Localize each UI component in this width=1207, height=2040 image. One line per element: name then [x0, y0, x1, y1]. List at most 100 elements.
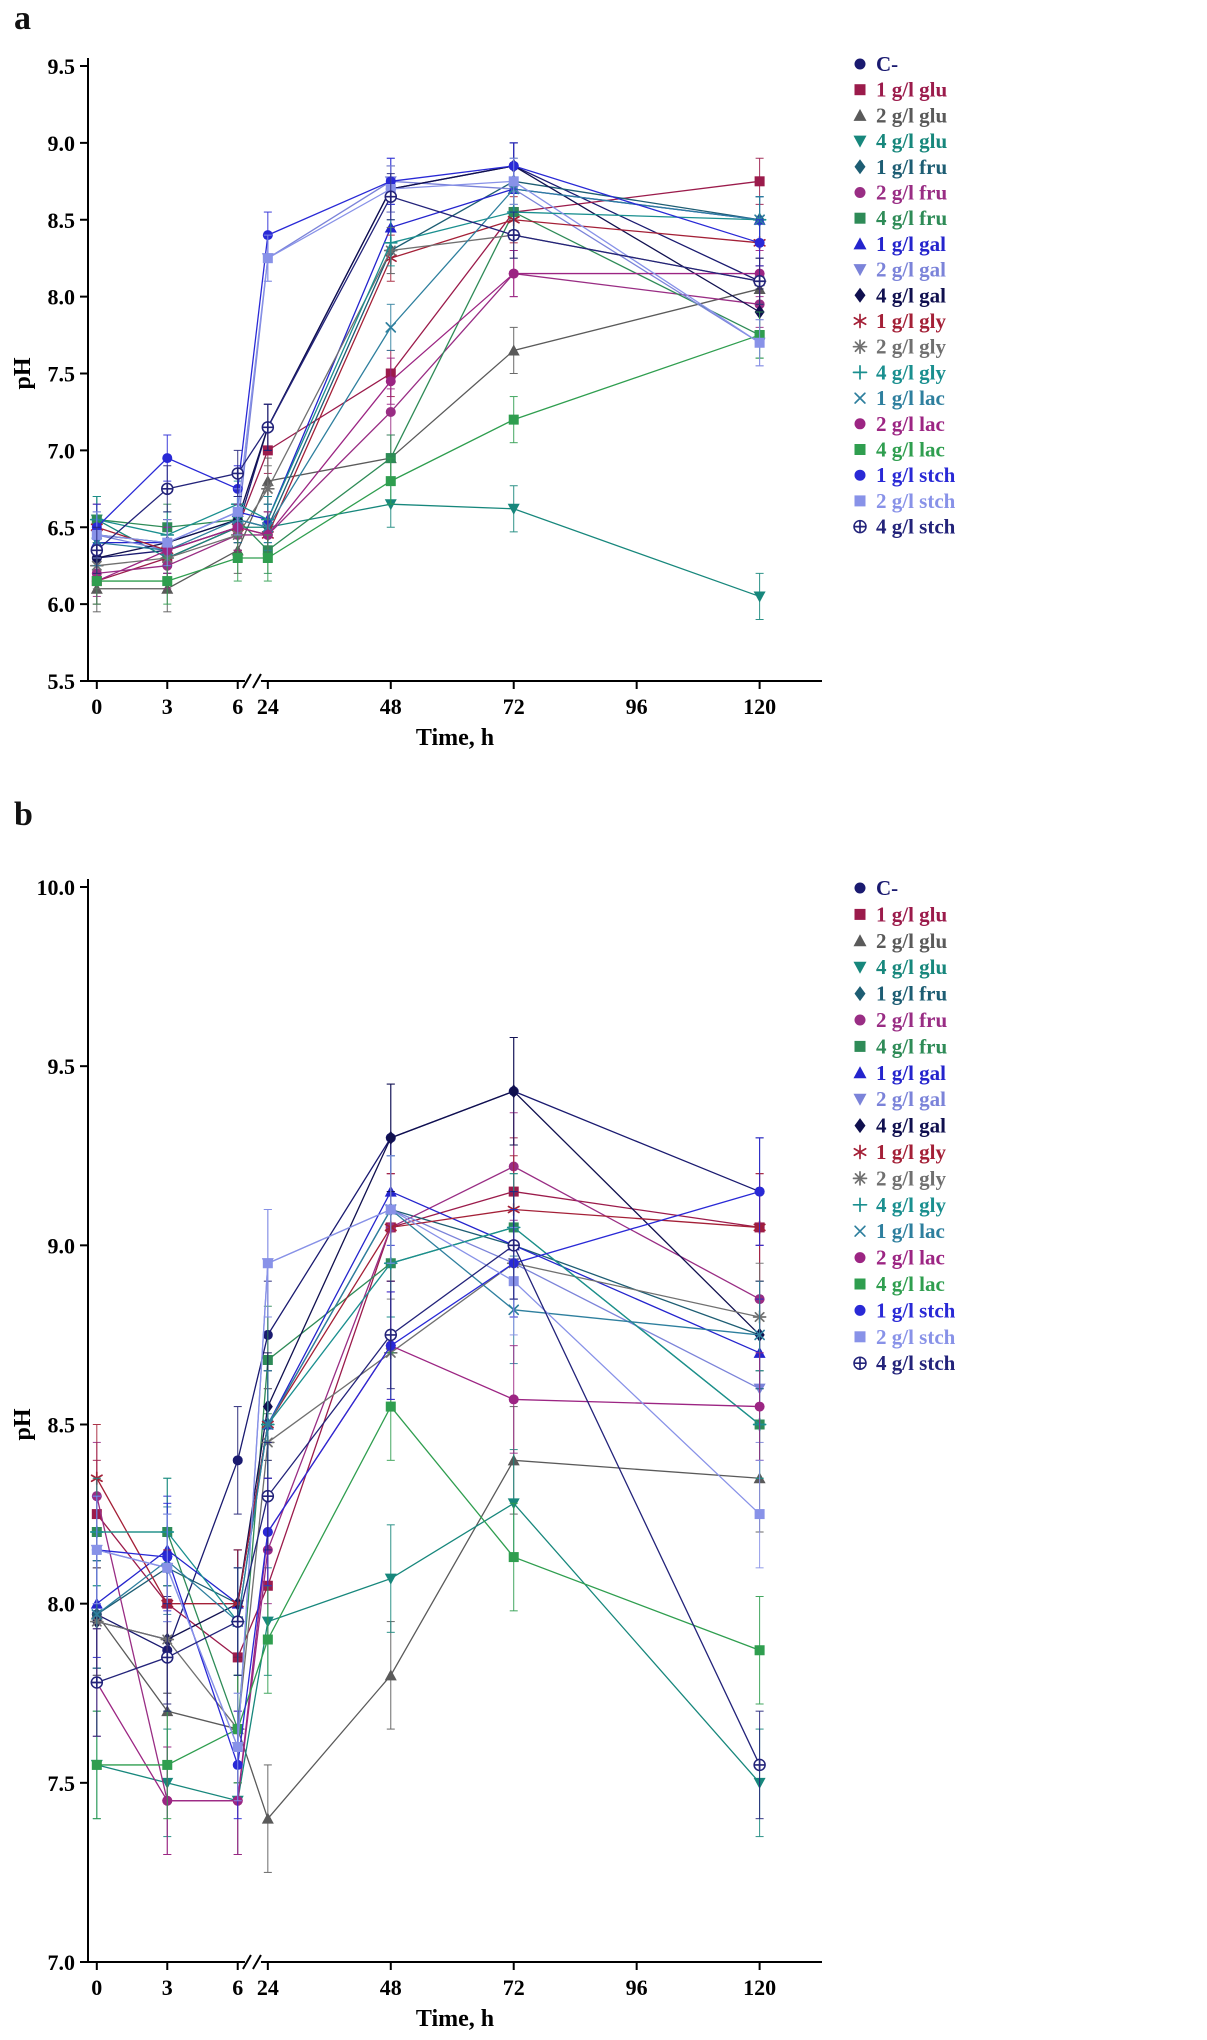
chart-b: 7.0 7.5 8.0 8.5 9.0 9.5 10.0 0 3 6 24 48 72 96 120 pH Ti… — [10, 875, 956, 2032]
marker-square — [91, 1544, 102, 1555]
marker-square — [508, 414, 519, 425]
series-line — [90, 157, 766, 574]
y-tick-label: 9.0 — [48, 131, 76, 156]
legend-item: 4 g/l gly — [852, 1193, 947, 1217]
y-axis-ticks: 5.5 6.0 6.5 7.0 7.5 8.0 8.5 9.0 9.5 — [48, 54, 88, 694]
marker-circle-cross — [507, 1239, 520, 1252]
square-icon — [854, 84, 866, 96]
y-tick-label: 6.0 — [48, 592, 76, 617]
legend-item: 1 g/l fru — [854, 982, 947, 1006]
series-line — [90, 1449, 766, 1855]
star-icon — [852, 1171, 868, 1186]
marker-circle-cross — [384, 190, 398, 203]
legend-label: 4 g/l gly — [876, 360, 947, 384]
marker-triangle-down — [753, 591, 766, 603]
legend-item: 1 g/l gly — [853, 309, 947, 333]
y-tick-label: 8.5 — [48, 208, 76, 233]
marker-diamond — [385, 1130, 396, 1145]
marker-triangle-up — [507, 344, 520, 356]
triangle-down-icon — [853, 264, 867, 277]
triangle-down-icon — [853, 135, 867, 148]
square-icon — [854, 1040, 866, 1052]
y-tick-label: 7.5 — [48, 362, 76, 387]
legend-item: 2 g/l gal — [853, 1087, 946, 1111]
legend-item: 4 g/l gal — [854, 1114, 946, 1138]
x-tick-label: 120 — [743, 694, 776, 719]
circle-icon — [854, 469, 866, 481]
x-tick-label: 48 — [380, 694, 402, 719]
x-tick-label: 72 — [503, 1975, 525, 2000]
x-tick-label: 24 — [257, 1975, 279, 2000]
x-tick-label: 96 — [626, 1975, 648, 2000]
axes — [87, 58, 822, 689]
x-tick-label: 3 — [162, 1975, 173, 2000]
marker-circle — [508, 268, 519, 279]
marker-circle-cross — [161, 482, 174, 496]
y-tick-label: 7.0 — [48, 438, 76, 463]
marker-circle-cross — [261, 421, 275, 434]
legend-label: 2 g/l gly — [876, 1166, 947, 1190]
legend-item: 2 g/l fru — [854, 1008, 947, 1032]
plus-icon — [852, 365, 868, 380]
series-line — [91, 1155, 765, 1669]
series-line — [91, 1155, 765, 1676]
marker-circle — [754, 1401, 765, 1412]
legend-item: 2 g/l stch — [854, 489, 956, 513]
x-axis-ticks: 0 3 6 24 48 72 96 120 — [91, 681, 776, 719]
legend-label: 4 g/l gal — [876, 1114, 946, 1138]
y-tick-label: 8.0 — [48, 285, 76, 310]
diamond-icon — [854, 986, 866, 1002]
series-line — [91, 1037, 765, 1694]
legend-label: 2 g/l fru — [876, 1008, 947, 1032]
marker-square — [262, 553, 273, 563]
legend-item: 2 g/l gly — [852, 335, 947, 359]
legend-item: 1 g/l gly — [853, 1140, 947, 1164]
legend-label: 4 g/l fru — [876, 1034, 947, 1058]
square-icon — [854, 1278, 866, 1290]
marker-square — [385, 1204, 396, 1215]
series-line — [91, 157, 765, 605]
marker-x — [754, 1329, 765, 1341]
legend-label: 4 g/l lac — [876, 438, 945, 462]
diamond-icon — [854, 1118, 866, 1134]
marker-square — [754, 337, 765, 348]
marker-square — [754, 1645, 765, 1656]
legend-label: 1 g/l gal — [876, 232, 946, 256]
legend-item: 4 g/l lac — [854, 438, 945, 462]
series-line — [91, 1112, 765, 1855]
circle-cross-icon — [853, 1356, 867, 1370]
marker-circle-cross — [384, 1328, 398, 1342]
marker-triangle-down — [507, 503, 520, 515]
marker-plus — [383, 235, 398, 250]
legend-item: 2 g/l glu — [853, 929, 948, 953]
legend-item: 2 g/l fru — [854, 181, 947, 205]
series-line — [90, 1406, 766, 1873]
x-axis-title: Time, h — [416, 725, 494, 751]
marker-circle-cross — [753, 1758, 766, 1772]
triangle-up-icon — [853, 237, 867, 250]
legend-item: 1 g/l lac — [854, 386, 945, 410]
y-tick-label: 10.0 — [37, 875, 76, 900]
y-axis-title: pH — [10, 1408, 36, 1440]
marker-circle — [385, 376, 396, 387]
panel-a-label: a — [14, 0, 31, 37]
legend-label: 1 g/l gal — [876, 1061, 946, 1085]
marker-circle — [754, 1186, 765, 1197]
x-tick-label: 96 — [626, 694, 648, 719]
legend-label: 1 g/l stch — [876, 463, 956, 487]
legend-item: 4 g/l glu — [853, 129, 948, 153]
marker-circle-cross — [231, 1615, 244, 1628]
plus-icon — [852, 1197, 868, 1213]
legend-label: 4 g/l stch — [876, 515, 956, 539]
marker-circle-cross — [261, 1489, 275, 1503]
legend-label: 2 g/l stch — [876, 1325, 956, 1349]
x-tick-label: 0 — [91, 694, 102, 719]
marker-square — [262, 253, 273, 264]
series-line — [90, 1137, 766, 1658]
legend-item: 2 g/l lac — [854, 1246, 945, 1270]
triangle-up-icon — [853, 108, 867, 121]
x-axis-title: Time, h — [416, 2006, 494, 2032]
marker-square — [232, 506, 243, 517]
legend-item: 4 g/l fru — [854, 1034, 947, 1058]
